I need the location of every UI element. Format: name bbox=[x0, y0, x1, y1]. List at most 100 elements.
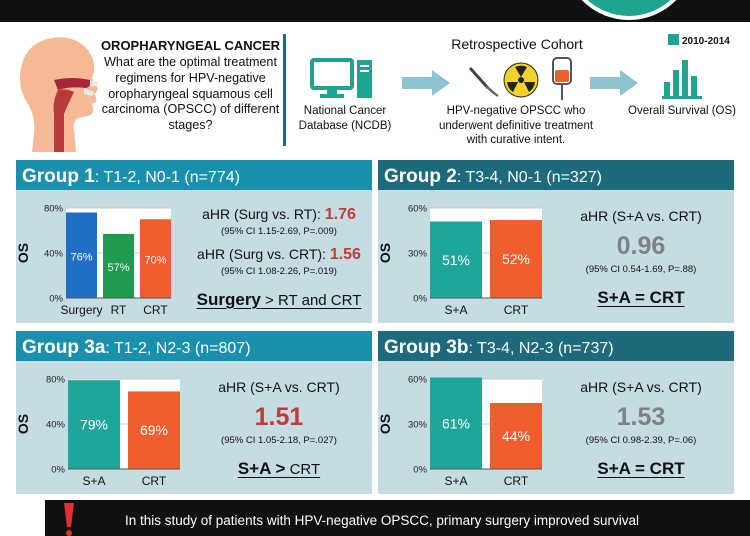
bar-data-label: 44% bbox=[502, 428, 530, 444]
hazard-ratio: 1.76 bbox=[324, 206, 356, 223]
group-1-stat-2: aHR (Surg vs. CRT): 1.56 bbox=[186, 246, 372, 264]
iv-bag-icon bbox=[552, 57, 572, 100]
bar-data-label: 69% bbox=[140, 422, 168, 438]
bar bbox=[66, 212, 97, 298]
group-2-hazard-ratio: 0.96 bbox=[616, 232, 666, 260]
group-3b-conclusion: S+A = CRT bbox=[597, 459, 685, 478]
radiation-icon bbox=[503, 62, 539, 98]
conclusion-main: Surgery bbox=[196, 290, 261, 309]
y-tick-label: 30% bbox=[408, 249, 428, 260]
category-label: S+A bbox=[444, 303, 467, 317]
group-3b-stat-label: aHR (S+A vs. CRT) bbox=[580, 379, 702, 395]
bar-data-label: 61% bbox=[442, 415, 470, 431]
group-3a-name: Group 3a bbox=[22, 337, 106, 358]
bar bbox=[430, 377, 482, 469]
computer-icon bbox=[310, 58, 372, 98]
bar bbox=[128, 391, 180, 469]
category-label: CRT bbox=[504, 474, 529, 488]
group-2-criteria: : T3-4, N0-1 (n=327) bbox=[456, 169, 602, 186]
group-2-ci: (95% CI 0.54-1.69, P=.88) bbox=[585, 264, 697, 275]
bar bbox=[490, 220, 542, 298]
bar bbox=[490, 403, 542, 469]
y-axis-label: OS bbox=[378, 243, 393, 263]
group-1-criteria: : T1-2, N0-1 (n=774) bbox=[94, 169, 240, 186]
group-1-ci-2: (95% CI 1.08-2.26, P=.019) bbox=[221, 266, 337, 277]
header: OROPHARYNGEAL CANCER What are the optima… bbox=[0, 22, 750, 157]
footer-text: In this study of patients with HPV-negat… bbox=[125, 513, 639, 528]
category-label: CRT bbox=[504, 303, 529, 317]
y-axis-label: OS bbox=[16, 243, 31, 263]
bar-chart-icon bbox=[662, 60, 702, 99]
header-divider bbox=[283, 34, 286, 146]
bar-data-label: 70% bbox=[144, 255, 166, 267]
cohort-title: Retrospective Cohort bbox=[451, 36, 583, 52]
group-2-stat-label: aHR (S+A vs. CRT) bbox=[580, 208, 702, 224]
flow-arrow-1 bbox=[402, 70, 450, 96]
top-bar bbox=[0, 0, 750, 22]
group-1-chart: 0% 40% 80% OS 76% Surgery 57% RT 70% CRT bbox=[16, 204, 171, 317]
group-3b-chart: 0% 30% 60% OS 61% S+A 44% CRT bbox=[378, 375, 542, 488]
group-3a-criteria: : T1-2, N2-3 (n=807) bbox=[105, 340, 251, 357]
y-tick-label: 60% bbox=[408, 375, 428, 386]
population-label: HPV-negative OPSCC who underwent definit… bbox=[438, 105, 594, 146]
group-1-stat-1: aHR (Surg vs. RT): 1.76 bbox=[186, 206, 372, 224]
stat-label: aHR (Surg vs. CRT): bbox=[197, 246, 330, 262]
head-anatomy-icon bbox=[20, 37, 98, 152]
bar-data-label: 79% bbox=[80, 417, 108, 433]
flow-arrow-2 bbox=[590, 70, 638, 96]
group-3a-panel: Group 3a: T1-2, N2-3 (n=807) 0% 40% 80% OS 7… bbox=[16, 331, 372, 494]
category-label: CRT bbox=[142, 474, 167, 488]
bar bbox=[68, 380, 120, 469]
group-3a-ci: (95% CI 1.05-2.18, P=.027) bbox=[221, 435, 337, 446]
group-1-conclusion: Surgery > RT and CRT bbox=[186, 290, 372, 310]
y-tick-label: 80% bbox=[46, 375, 66, 386]
y-tick-label: 0% bbox=[51, 465, 65, 476]
y-axis-label: OS bbox=[378, 414, 393, 434]
group-1-panel: Group 1: T1-2, N0-1 (n=774) 0% 40% 80% OS 76… bbox=[16, 160, 372, 323]
category-label: S+A bbox=[444, 474, 467, 488]
group-3a-hazard-ratio: 1.51 bbox=[254, 403, 304, 431]
group-3a-stat-label: aHR (S+A vs. CRT) bbox=[218, 379, 340, 395]
stat-label: aHR (Surg vs. RT): bbox=[202, 206, 325, 222]
y-tick-label: 0% bbox=[413, 294, 427, 305]
group-2-header: Group 2: T3-4, N0-1 (n=327) bbox=[378, 160, 734, 190]
group-1-name: Group 1 bbox=[22, 166, 95, 187]
group-3b-name: Group 3b bbox=[384, 337, 469, 358]
outcome-label: Overall Survival (OS) bbox=[628, 105, 736, 117]
y-tick-label: 40% bbox=[44, 249, 64, 260]
question-title: OROPHARYNGEAL CANCER bbox=[100, 38, 281, 53]
bar bbox=[140, 219, 171, 298]
group-1-ci-1: (95% CI 1.15-2.69, P=.009) bbox=[221, 226, 337, 237]
y-axis-label: OS bbox=[16, 414, 31, 434]
group-3a-header: Group 3a: T1-2, N2-3 (n=807) bbox=[16, 331, 372, 361]
group-3a-conclusion: S+A > CRT bbox=[186, 459, 372, 479]
hazard-ratio: 1.56 bbox=[329, 246, 361, 263]
y-tick-label: 80% bbox=[44, 204, 64, 215]
years-label: 2010-2014 bbox=[682, 36, 730, 47]
calendar-icon bbox=[668, 34, 679, 45]
bar-data-label: 57% bbox=[107, 262, 129, 274]
y-tick-label: 60% bbox=[408, 204, 428, 215]
scalpel-icon bbox=[468, 66, 499, 97]
bar-data-label: 52% bbox=[502, 251, 530, 267]
category-label: S+A bbox=[82, 474, 105, 488]
y-tick-label: 0% bbox=[49, 294, 63, 305]
group-3b-ci: (95% CI 0.98-2.39, P=.06) bbox=[585, 435, 697, 446]
y-tick-label: 40% bbox=[46, 420, 66, 431]
group-3b-hazard-ratio: 1.53 bbox=[616, 403, 666, 431]
group-3b-header: Group 3b: T3-4, N2-3 (n=737) bbox=[378, 331, 734, 361]
group-3a-chart: 0% 40% 80% OS 79% S+A 69% CRT bbox=[16, 375, 180, 488]
source-label: National Cancer Database (NCDB) bbox=[298, 105, 392, 132]
footer-bar bbox=[45, 500, 750, 536]
bar bbox=[103, 233, 134, 298]
bar bbox=[430, 221, 482, 298]
exclamation-icon bbox=[64, 503, 74, 536]
group-2-panel: Group 2: T3-4, N0-1 (n=327) 0% 30% 60% OS 51… bbox=[378, 160, 734, 323]
bar-data-label: 76% bbox=[70, 251, 92, 263]
bar-data-label: 51% bbox=[442, 252, 470, 268]
y-tick-label: 0% bbox=[413, 465, 427, 476]
y-tick-label: 30% bbox=[408, 420, 428, 431]
group-2-name: Group 2 bbox=[384, 166, 457, 187]
category-label: Surgery bbox=[60, 303, 102, 317]
conclusion-rest: > RT and CRT bbox=[260, 292, 362, 309]
